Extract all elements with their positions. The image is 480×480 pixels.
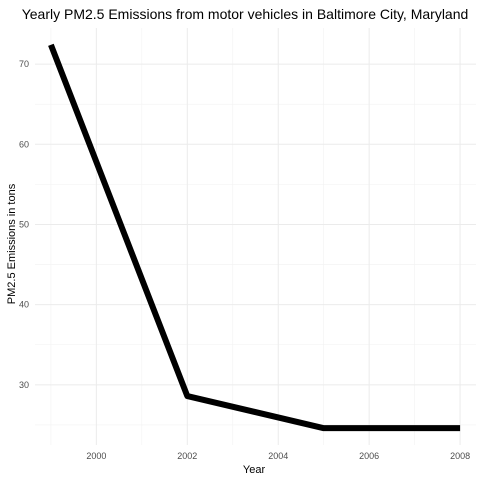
y-tick-label: 30: [19, 380, 29, 390]
y-tick-label: 60: [19, 139, 29, 149]
minor-gridlines: [35, 28, 476, 445]
x-tick-label: 2000: [86, 451, 106, 461]
y-axis-title: PM2.5 Emissions in tons: [6, 183, 18, 304]
major-gridlines: [35, 28, 476, 445]
y-axis-tick-labels: 30 40 50 60 70: [19, 59, 29, 390]
y-tick-label: 70: [19, 59, 29, 69]
x-axis-tick-labels: 2000 2002 2004 2006 2008: [86, 451, 470, 461]
y-tick-label: 50: [19, 219, 29, 229]
x-tick-label: 2008: [450, 451, 470, 461]
x-tick-label: 2004: [268, 451, 288, 461]
chart-title: Yearly PM2.5 Emissions from motor vehicl…: [22, 6, 469, 22]
y-tick-label: 40: [19, 300, 29, 310]
x-tick-label: 2002: [177, 451, 197, 461]
data-series: [48, 43, 461, 432]
series-line: [48, 43, 461, 432]
x-tick-label: 2006: [359, 451, 379, 461]
x-axis-title: Year: [243, 464, 266, 476]
